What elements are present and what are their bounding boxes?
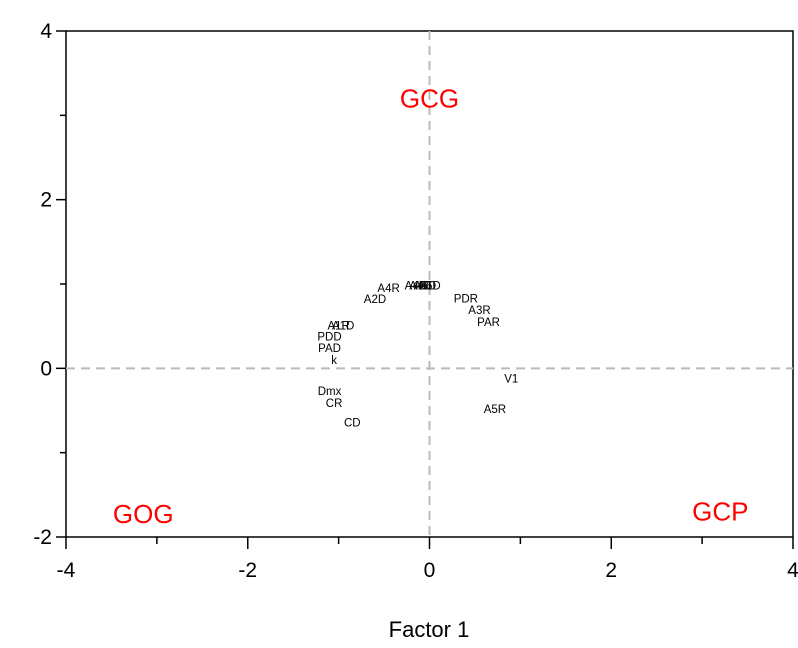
y-tick-label: 4 [40, 20, 52, 43]
x-tick-label: -4 [57, 559, 76, 582]
x-tick-label: 0 [424, 559, 436, 582]
x-tick-label: 4 [787, 559, 798, 582]
data-point-label: PDR [454, 293, 478, 305]
data-point-label: A3R [468, 305, 490, 317]
data-point-label: PAD [318, 343, 341, 355]
data-point-label: A6D [418, 281, 440, 293]
region-label: GCP [692, 497, 748, 527]
data-point-label: PDD [317, 331, 341, 343]
data-point-label: A4D [405, 281, 427, 293]
data-point-label: V1 [504, 373, 518, 385]
data-point-label: CD [344, 417, 361, 429]
region-label: GOG [113, 499, 174, 529]
x-tick-label: 2 [605, 559, 617, 582]
data-point-label: A4D [409, 281, 431, 293]
data-point-label: A1R [327, 320, 349, 332]
data-point-label: PAR [477, 317, 500, 329]
y-axis-ticks: -2 0 2 4 [33, 20, 66, 549]
y-tick-label: 0 [40, 357, 52, 380]
data-point-label: A4R [377, 283, 399, 295]
region-label: GCG [400, 83, 459, 113]
x-axis-ticks: -4 -2 0 2 4 [57, 537, 798, 582]
y-tick-label: 2 [40, 189, 52, 212]
reference-lines [66, 31, 793, 537]
data-point-label: A1D [332, 320, 354, 332]
x-axis-title: Factor 1 [389, 617, 470, 642]
data-point-label: Dmx [318, 386, 342, 398]
data-point-label: k [331, 355, 337, 367]
region-labels: GCG GOG GCP [113, 83, 749, 529]
data-point-label: A2D [364, 294, 386, 306]
y-tick-label: -2 [33, 526, 52, 549]
data-point-label: A6D [414, 281, 436, 293]
x-tick-label: -2 [238, 559, 257, 582]
data-point-label: A5R [484, 404, 506, 416]
data-point-label: CR [326, 398, 343, 410]
